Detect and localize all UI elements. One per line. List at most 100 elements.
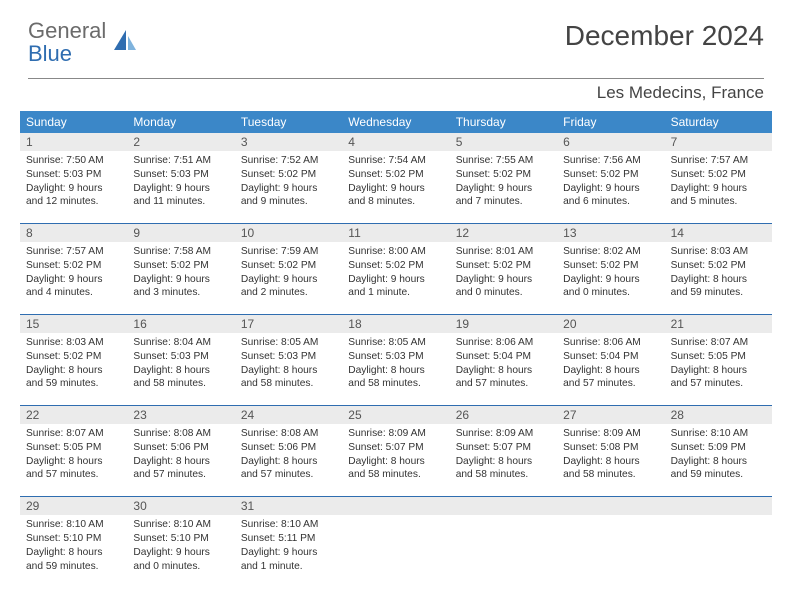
day-cell: 25Sunrise: 8:09 AMSunset: 5:07 PMDayligh… xyxy=(342,406,449,488)
day-body: Sunrise: 7:58 AMSunset: 5:02 PMDaylight:… xyxy=(127,242,234,306)
sunset-text: Sunset: 5:03 PM xyxy=(348,350,443,364)
day-body: Sunrise: 7:52 AMSunset: 5:02 PMDaylight:… xyxy=(235,151,342,215)
sunset-text: Sunset: 5:03 PM xyxy=(26,168,121,182)
day-body: Sunrise: 8:00 AMSunset: 5:02 PMDaylight:… xyxy=(342,242,449,306)
sunset-text: Sunset: 5:02 PM xyxy=(348,168,443,182)
sunset-text: Sunset: 5:02 PM xyxy=(671,168,766,182)
daylight-text-2: and 0 minutes. xyxy=(133,560,228,574)
day-cell: 28Sunrise: 8:10 AMSunset: 5:09 PMDayligh… xyxy=(665,406,772,488)
daylight-text-1: Daylight: 9 hours xyxy=(133,273,228,287)
daylight-text-2: and 3 minutes. xyxy=(133,286,228,300)
logo: General Blue xyxy=(28,20,138,66)
day-number: 31 xyxy=(235,497,342,515)
weekday-header: Wednesday xyxy=(342,111,449,133)
day-cell: 4Sunrise: 7:54 AMSunset: 5:02 PMDaylight… xyxy=(342,133,449,215)
day-body: Sunrise: 8:10 AMSunset: 5:11 PMDaylight:… xyxy=(235,515,342,579)
daylight-text-2: and 4 minutes. xyxy=(26,286,121,300)
day-number: 5 xyxy=(450,133,557,151)
day-number: 7 xyxy=(665,133,772,151)
day-cell: 14Sunrise: 8:03 AMSunset: 5:02 PMDayligh… xyxy=(665,224,772,306)
day-cell xyxy=(665,497,772,579)
sunset-text: Sunset: 5:05 PM xyxy=(26,441,121,455)
sunset-text: Sunset: 5:02 PM xyxy=(241,168,336,182)
day-body: Sunrise: 7:51 AMSunset: 5:03 PMDaylight:… xyxy=(127,151,234,215)
day-number: 16 xyxy=(127,315,234,333)
day-body: Sunrise: 7:56 AMSunset: 5:02 PMDaylight:… xyxy=(557,151,664,215)
daylight-text-1: Daylight: 8 hours xyxy=(456,455,551,469)
daylight-text-2: and 11 minutes. xyxy=(133,195,228,209)
day-number xyxy=(342,497,449,515)
day-body xyxy=(665,515,772,565)
week-row: 29Sunrise: 8:10 AMSunset: 5:10 PMDayligh… xyxy=(20,496,772,579)
sunrise-text: Sunrise: 7:52 AM xyxy=(241,154,336,168)
day-body xyxy=(450,515,557,565)
day-number: 29 xyxy=(20,497,127,515)
day-number: 25 xyxy=(342,406,449,424)
day-cell xyxy=(450,497,557,579)
day-body: Sunrise: 8:02 AMSunset: 5:02 PMDaylight:… xyxy=(557,242,664,306)
weekday-header-row: SundayMondayTuesdayWednesdayThursdayFrid… xyxy=(20,111,772,133)
sunrise-text: Sunrise: 8:10 AM xyxy=(133,518,228,532)
day-cell: 8Sunrise: 7:57 AMSunset: 5:02 PMDaylight… xyxy=(20,224,127,306)
sunrise-text: Sunrise: 8:10 AM xyxy=(671,427,766,441)
title-block: December 2024 xyxy=(565,20,764,52)
day-number: 2 xyxy=(127,133,234,151)
daylight-text-2: and 7 minutes. xyxy=(456,195,551,209)
daylight-text-2: and 58 minutes. xyxy=(241,377,336,391)
day-body: Sunrise: 7:54 AMSunset: 5:02 PMDaylight:… xyxy=(342,151,449,215)
day-number: 21 xyxy=(665,315,772,333)
day-body: Sunrise: 7:55 AMSunset: 5:02 PMDaylight:… xyxy=(450,151,557,215)
sunrise-text: Sunrise: 8:08 AM xyxy=(133,427,228,441)
day-number: 18 xyxy=(342,315,449,333)
daylight-text-1: Daylight: 8 hours xyxy=(671,273,766,287)
daylight-text-2: and 12 minutes. xyxy=(26,195,121,209)
sunset-text: Sunset: 5:02 PM xyxy=(26,259,121,273)
sunrise-text: Sunrise: 8:06 AM xyxy=(456,336,551,350)
sunrise-text: Sunrise: 7:59 AM xyxy=(241,245,336,259)
day-cell xyxy=(342,497,449,579)
logo-general: General xyxy=(28,18,106,43)
location-label: Les Medecins, France xyxy=(0,83,792,111)
day-cell: 6Sunrise: 7:56 AMSunset: 5:02 PMDaylight… xyxy=(557,133,664,215)
sunset-text: Sunset: 5:02 PM xyxy=(241,259,336,273)
sunset-text: Sunset: 5:06 PM xyxy=(241,441,336,455)
day-cell: 3Sunrise: 7:52 AMSunset: 5:02 PMDaylight… xyxy=(235,133,342,215)
page-title: December 2024 xyxy=(565,20,764,52)
daylight-text-2: and 1 minute. xyxy=(241,560,336,574)
sunrise-text: Sunrise: 8:08 AM xyxy=(241,427,336,441)
day-body: Sunrise: 8:06 AMSunset: 5:04 PMDaylight:… xyxy=(450,333,557,397)
weekday-header: Friday xyxy=(557,111,664,133)
week-row: 8Sunrise: 7:57 AMSunset: 5:02 PMDaylight… xyxy=(20,223,772,306)
day-cell: 13Sunrise: 8:02 AMSunset: 5:02 PMDayligh… xyxy=(557,224,664,306)
daylight-text-1: Daylight: 8 hours xyxy=(563,455,658,469)
day-cell: 9Sunrise: 7:58 AMSunset: 5:02 PMDaylight… xyxy=(127,224,234,306)
day-number: 30 xyxy=(127,497,234,515)
daylight-text-1: Daylight: 9 hours xyxy=(26,182,121,196)
day-number: 6 xyxy=(557,133,664,151)
daylight-text-2: and 57 minutes. xyxy=(26,468,121,482)
day-number: 4 xyxy=(342,133,449,151)
daylight-text-2: and 57 minutes. xyxy=(241,468,336,482)
day-cell: 10Sunrise: 7:59 AMSunset: 5:02 PMDayligh… xyxy=(235,224,342,306)
day-cell: 27Sunrise: 8:09 AMSunset: 5:08 PMDayligh… xyxy=(557,406,664,488)
sunset-text: Sunset: 5:09 PM xyxy=(671,441,766,455)
day-cell: 31Sunrise: 8:10 AMSunset: 5:11 PMDayligh… xyxy=(235,497,342,579)
sunset-text: Sunset: 5:10 PM xyxy=(133,532,228,546)
daylight-text-1: Daylight: 9 hours xyxy=(563,182,658,196)
sunset-text: Sunset: 5:10 PM xyxy=(26,532,121,546)
daylight-text-1: Daylight: 9 hours xyxy=(133,546,228,560)
sunset-text: Sunset: 5:07 PM xyxy=(456,441,551,455)
day-cell: 19Sunrise: 8:06 AMSunset: 5:04 PMDayligh… xyxy=(450,315,557,397)
day-body: Sunrise: 7:59 AMSunset: 5:02 PMDaylight:… xyxy=(235,242,342,306)
sunset-text: Sunset: 5:02 PM xyxy=(456,259,551,273)
sunset-text: Sunset: 5:03 PM xyxy=(241,350,336,364)
day-number: 15 xyxy=(20,315,127,333)
day-cell: 29Sunrise: 8:10 AMSunset: 5:10 PMDayligh… xyxy=(20,497,127,579)
day-number: 11 xyxy=(342,224,449,242)
day-cell: 17Sunrise: 8:05 AMSunset: 5:03 PMDayligh… xyxy=(235,315,342,397)
day-cell: 7Sunrise: 7:57 AMSunset: 5:02 PMDaylight… xyxy=(665,133,772,215)
weekday-header: Sunday xyxy=(20,111,127,133)
daylight-text-2: and 0 minutes. xyxy=(563,286,658,300)
week-row: 15Sunrise: 8:03 AMSunset: 5:02 PMDayligh… xyxy=(20,314,772,397)
day-number: 20 xyxy=(557,315,664,333)
